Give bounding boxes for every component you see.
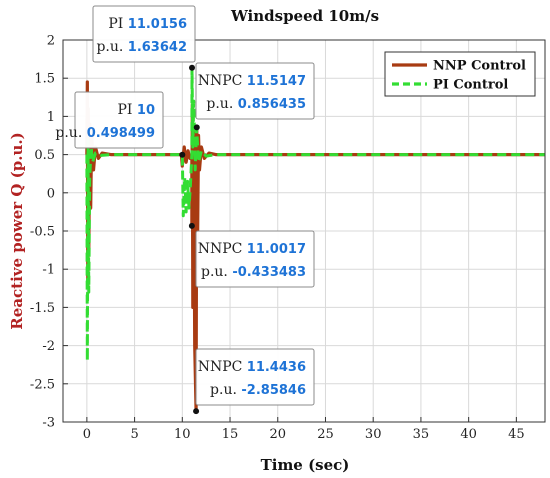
datatip: NNPC 11.5147 p.u. 0.856435: [193, 62, 315, 131]
datatip-x-value: 11.0156: [128, 17, 187, 32]
datatip-y-prefix: p.u.: [96, 39, 127, 55]
legend-label: PI Control: [433, 78, 508, 93]
y-tick-label: 0: [47, 186, 55, 201]
legend: NNP Control PI Control: [384, 51, 536, 97]
datatip-x-line: PI 10: [118, 102, 156, 118]
x-tick-label: 10: [174, 427, 191, 442]
legend-box: [384, 51, 536, 97]
y-axis-label: Reactive power Q (p.u.): [8, 132, 26, 329]
datatip-y-value: 1.63642: [128, 40, 187, 55]
x-tick-label: 5: [130, 427, 138, 442]
x-tick-label: 0: [83, 427, 91, 442]
x-tick-label: 15: [222, 427, 239, 442]
datatip-x-line: NNPC 11.0017: [198, 241, 306, 257]
datatip-marker: [189, 64, 196, 71]
y-tick-label: -2: [42, 339, 55, 354]
datatip-x-value: 11.5147: [247, 74, 306, 89]
y-tick-label: -2.5: [30, 377, 55, 392]
x-tick-label: 35: [413, 427, 430, 442]
x-tick-label: 30: [365, 427, 382, 442]
series-line-pi-control: [85, 66, 545, 363]
y-tick-label: -1: [42, 263, 55, 278]
datatip-x-value: 11.0017: [247, 242, 306, 257]
datatip-y-line: p.u. 0.856435: [206, 96, 306, 112]
datatip-marker: [193, 408, 200, 415]
datatip-y-value: -2.85846: [241, 383, 306, 398]
datatip-series-name: PI: [118, 102, 137, 118]
datatip-y-line: p.u. -0.433483: [201, 264, 306, 280]
datatip-box: [195, 62, 315, 120]
datatip-marker: [179, 151, 186, 158]
datatip-series-name: PI: [108, 16, 127, 32]
x-tick-label: 40: [460, 427, 477, 442]
datatip-series-name: NNPC: [198, 73, 247, 89]
x-tick-label: 20: [269, 427, 286, 442]
datatip-y-line: p.u. -2.85846: [210, 382, 306, 398]
datatip-series-name: NNPC: [198, 359, 247, 375]
y-tick-label: 1: [47, 110, 55, 125]
datatip-y-value: 0.498499: [87, 126, 155, 141]
datatip-x-line: NNPC 11.5147: [198, 73, 306, 89]
datatip-y-value: 0.856435: [238, 97, 306, 112]
x-tick-label: 45: [508, 427, 525, 442]
datatip: PI 10 p.u. 0.498499: [55, 91, 186, 158]
x-tick-label: 25: [317, 427, 334, 442]
datatip-box: [195, 348, 315, 406]
datatip: NNPC 11.0017 p.u. -0.433483: [188, 222, 315, 288]
datatip-series-name: NNPC: [198, 241, 247, 257]
datatip-y-prefix: p.u.: [210, 382, 241, 398]
datatip-box: [92, 5, 196, 63]
datatip-y-line: p.u. 0.498499: [55, 125, 155, 141]
chart-title: Windspeed 10m/s: [230, 7, 379, 25]
y-tick-label: -1.5: [30, 301, 55, 316]
datatip-y-prefix: p.u.: [201, 264, 232, 280]
x-axis-label: Time (sec): [261, 456, 350, 474]
datatip-y-prefix: p.u.: [55, 125, 86, 141]
datatip: NNPC 11.4436 p.u. -2.85846: [193, 348, 315, 415]
y-tick-label: -0.5: [30, 225, 55, 240]
datatip-marker: [193, 124, 200, 131]
datatip-marker: [188, 222, 195, 229]
datatip-y-line: p.u. 1.63642: [96, 39, 187, 55]
datatip-y-prefix: p.u.: [206, 96, 237, 112]
y-tick-label: -3: [42, 416, 55, 431]
datatip-x-line: PI 11.0156: [108, 16, 187, 32]
datatip-box: [74, 91, 164, 149]
datatip-x-value: 10: [137, 103, 155, 118]
y-tick-label: 2: [47, 34, 55, 49]
y-tick-label: 0.5: [34, 148, 55, 163]
datatip-y-value: -0.433483: [232, 265, 306, 280]
datatip-box: [195, 230, 315, 288]
axes-frame: [62, 39, 546, 423]
y-tick-label: 1.5: [34, 72, 55, 87]
legend-label: NNP Control: [433, 59, 526, 74]
datatip-x-line: NNPC 11.4436: [198, 359, 306, 375]
datatip-x-value: 11.4436: [247, 360, 306, 375]
